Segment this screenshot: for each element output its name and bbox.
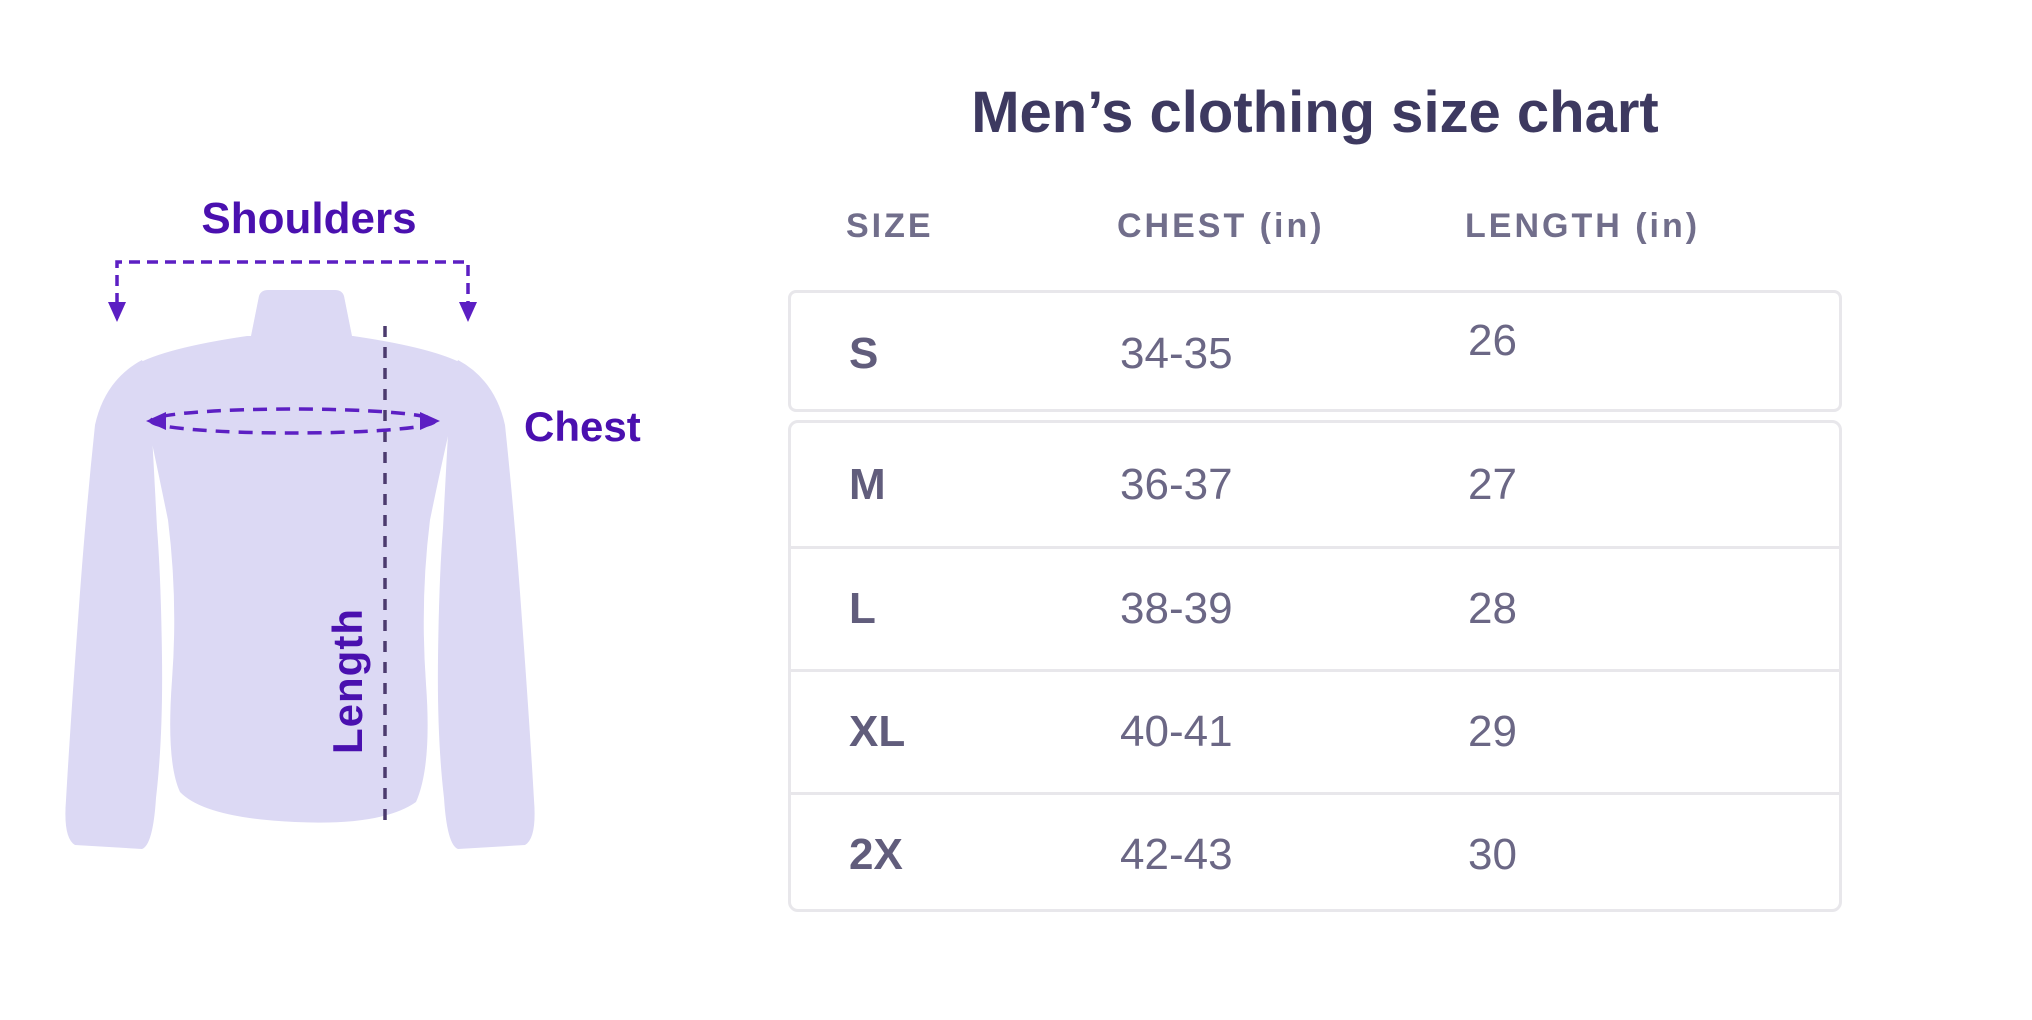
table-row: XL 40-41 29 xyxy=(791,669,1839,792)
size-cell: 2X xyxy=(849,830,903,879)
column-header-chest: CHEST (in) xyxy=(1117,206,1325,245)
length-cell: 28 xyxy=(1468,584,1517,633)
size-cell: XL xyxy=(849,707,906,756)
size-cell: S xyxy=(849,329,879,378)
chest-label: Chest xyxy=(524,403,641,450)
length-cell: 29 xyxy=(1468,707,1517,756)
size-cell: L xyxy=(849,584,876,633)
chest-cell: 40-41 xyxy=(1120,707,1233,756)
size-cell: M xyxy=(849,459,886,509)
table-row: S 34-35 26 xyxy=(791,293,1839,415)
table-box-s: S 34-35 26 xyxy=(788,290,1842,412)
table-row: M 36-37 27 xyxy=(791,423,1839,546)
column-header-length: LENGTH (in) xyxy=(1465,206,1701,245)
chest-cell: 42-43 xyxy=(1120,830,1233,879)
table-header-row: SIZE CHEST (in) LENGTH (in) xyxy=(788,206,1842,246)
shirt-graphic xyxy=(65,260,535,849)
shirt-collar xyxy=(251,290,352,336)
shoulders-arrow-right xyxy=(459,302,477,322)
shirt-measurement-diagram: Shoulders Chest Length xyxy=(0,0,720,1020)
table-row: 2X 42-43 30 xyxy=(791,792,1839,915)
length-cell: 27 xyxy=(1468,459,1517,509)
chest-cell: 34-35 xyxy=(1120,329,1233,378)
shoulders-label: Shoulders xyxy=(201,194,417,243)
shirt-left-sleeve xyxy=(65,360,163,849)
chart-title: Men’s clothing size chart xyxy=(971,80,1659,145)
length-label: Length xyxy=(324,608,371,754)
chest-cell: 38-39 xyxy=(1120,584,1233,633)
table-box-rest: M 36-37 27 L 38-39 28 XL 40-41 29 2X 42-… xyxy=(788,420,1842,912)
chest-cell: 36-37 xyxy=(1120,459,1233,509)
shoulders-measure-line xyxy=(115,260,470,304)
length-cell: 26 xyxy=(1468,316,1517,365)
chest-arrow-right xyxy=(420,412,440,430)
column-header-size: SIZE xyxy=(846,206,934,245)
table-row: L 38-39 28 xyxy=(791,546,1839,669)
shirt-right-sleeve xyxy=(437,360,535,849)
shoulders-arrow-left xyxy=(108,302,126,322)
length-cell: 30 xyxy=(1468,830,1517,879)
chest-arrow-left xyxy=(146,412,166,430)
shirt-body xyxy=(135,336,465,823)
